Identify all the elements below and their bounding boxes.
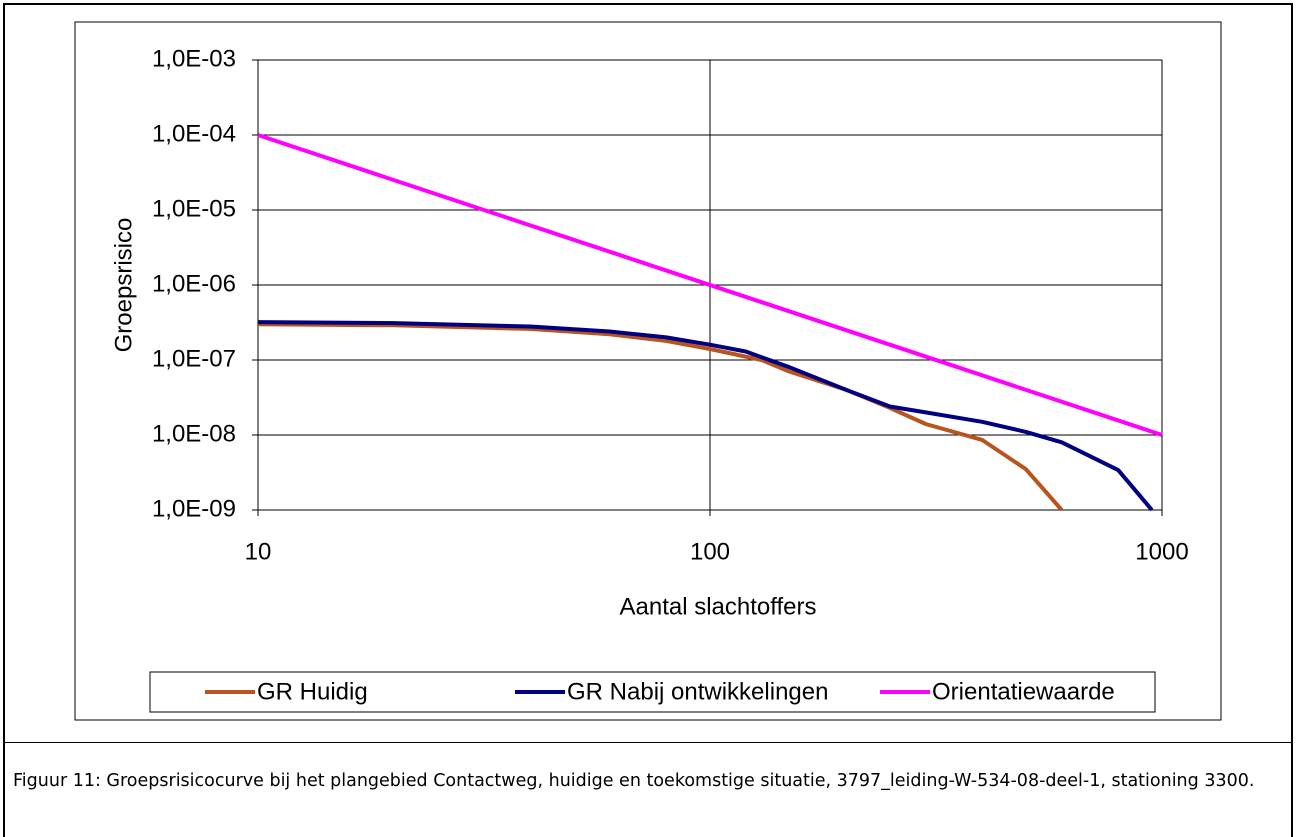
y-axis-label: Groepsrisico xyxy=(110,218,137,353)
legend-label: Orientatiewaarde xyxy=(932,678,1115,705)
chart: Groepsrisico Aantal slachtoffers 1,0E-09… xyxy=(74,21,1222,721)
y-tick-label: 1,0E-09 xyxy=(152,495,236,522)
document-frame xyxy=(3,3,1293,837)
y-tick-label: 1,0E-06 xyxy=(152,270,236,297)
legend-label: GR Huidig xyxy=(257,678,368,705)
x-axis-label: Aantal slachtoffers xyxy=(619,593,816,620)
y-tick-label: 1,0E-05 xyxy=(152,195,236,222)
series-line xyxy=(257,320,1154,512)
y-tick-label: 1,0E-04 xyxy=(152,120,236,147)
caption: Figuur 11: Groepsrisicocurve bij het pla… xyxy=(3,742,1293,797)
legend-box xyxy=(149,671,1156,713)
series-line xyxy=(257,322,1064,512)
legend-label: GR Nabij ontwikkelingen xyxy=(567,678,828,705)
x-tick-label: 10 xyxy=(245,538,272,565)
x-tick-label: 1000 xyxy=(1135,538,1188,565)
y-tick-label: 1,0E-03 xyxy=(152,45,236,72)
series-line xyxy=(257,133,1163,437)
x-tick-label: 100 xyxy=(690,538,730,565)
y-tick-label: 1,0E-07 xyxy=(152,345,236,372)
y-tick-label: 1,0E-08 xyxy=(152,420,236,447)
